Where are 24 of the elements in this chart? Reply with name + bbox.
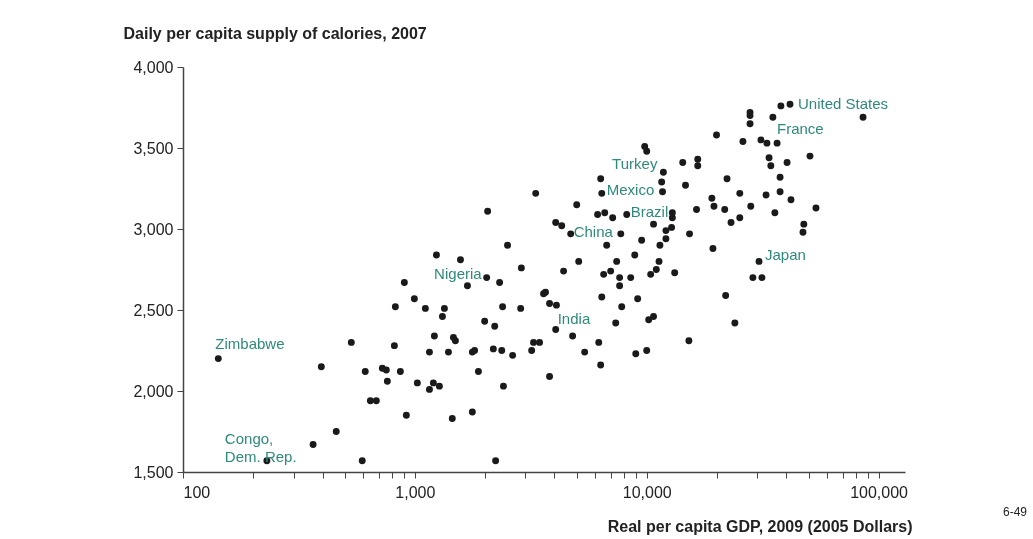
annotation: Turkey — [612, 155, 658, 173]
annotation: Nigeria — [434, 264, 483, 282]
y-tick-label: 2,500 — [133, 301, 174, 319]
x-tick-label: 100,000 — [850, 483, 909, 501]
y-tick-label: 2,000 — [133, 382, 174, 400]
y-tick-label: 3,500 — [133, 139, 174, 157]
annotation: Japan — [765, 246, 806, 264]
annotation: China — [573, 222, 614, 240]
annotation: India — [557, 310, 591, 328]
x-axis-title: Real per capita GDP, 2009 (2005 Dollars) — [607, 517, 913, 535]
x-tick-label: 100 — [183, 483, 211, 501]
annotation: Mexico — [606, 181, 655, 199]
text: 6-49 — [1002, 505, 1028, 519]
x-tick-label: 1,000 — [395, 483, 436, 501]
y-tick-label: 4,000 — [133, 58, 174, 76]
annotation: Brazil — [630, 203, 669, 221]
y-tick-label: 3,000 — [133, 220, 174, 238]
annotation: Zimbabwe — [215, 334, 285, 352]
annotation: United States — [798, 95, 889, 113]
annotation: Congo, Dem. Rep. — [224, 429, 297, 465]
annotation: France — [776, 119, 824, 137]
y-axis-title: Daily per capita supply of calories, 2007 — [123, 24, 427, 42]
y-tick-label: 1,500 — [133, 463, 174, 481]
x-tick-label: 10,000 — [622, 483, 672, 501]
